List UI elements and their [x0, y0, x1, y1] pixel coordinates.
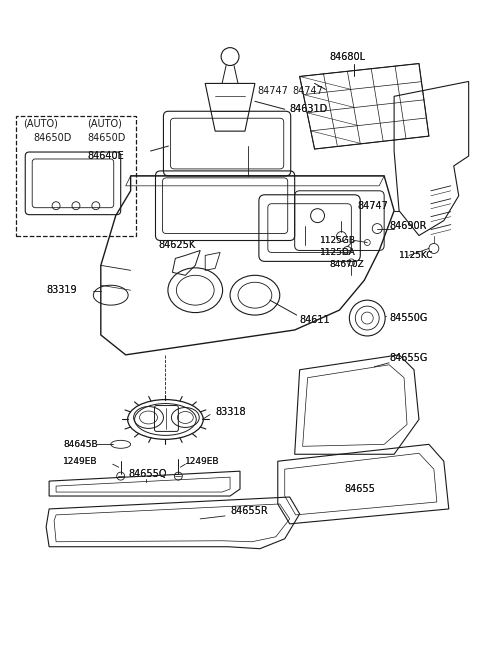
Text: 83318: 83318	[215, 407, 246, 417]
Text: 1249EB: 1249EB	[185, 457, 220, 466]
Text: 1125GB: 1125GB	[320, 236, 356, 245]
Text: 84631D: 84631D	[290, 104, 328, 114]
Text: 84680L: 84680L	[329, 52, 366, 62]
Text: 84655G: 84655G	[389, 353, 428, 363]
Text: 84655R: 84655R	[230, 506, 268, 516]
Text: 84690R: 84690R	[389, 221, 427, 231]
Text: (AUTO): (AUTO)	[87, 118, 122, 128]
Text: 84640E: 84640E	[87, 151, 124, 161]
Text: 1249EB: 1249EB	[63, 457, 97, 466]
Text: 84645B: 84645B	[63, 440, 97, 449]
Text: 84611: 84611	[300, 315, 330, 325]
Text: 84650D: 84650D	[87, 133, 125, 143]
Text: 84650D: 84650D	[33, 133, 72, 143]
Text: 1125DA: 1125DA	[320, 248, 355, 257]
Text: 83318: 83318	[215, 407, 246, 417]
Text: 1125KC: 1125KC	[399, 251, 433, 260]
Bar	[16, 116, 136, 236]
Text: 83319: 83319	[46, 285, 77, 295]
Text: 84655Q: 84655Q	[129, 469, 167, 479]
Text: 1125GB: 1125GB	[320, 236, 356, 245]
Text: 84611: 84611	[300, 315, 330, 325]
Text: 84747: 84747	[357, 200, 388, 211]
Text: 84670Z: 84670Z	[329, 260, 364, 269]
Text: 84640E: 84640E	[87, 151, 124, 161]
Text: 84670Z: 84670Z	[329, 260, 364, 269]
Text: 84631D: 84631D	[290, 104, 328, 114]
Text: 84645B: 84645B	[63, 440, 97, 449]
Text: 84655R: 84655R	[230, 506, 268, 516]
Text: 1125KC: 1125KC	[399, 251, 433, 260]
Text: 84747: 84747	[357, 200, 388, 211]
Text: 84655: 84655	[344, 484, 375, 494]
Text: 84690R: 84690R	[389, 221, 427, 231]
Text: 84680L: 84680L	[329, 52, 366, 62]
Text: (AUTO): (AUTO)	[23, 118, 58, 128]
Text: 84550G: 84550G	[389, 313, 428, 323]
Text: 84747: 84747	[257, 86, 288, 96]
Text: 84625K: 84625K	[158, 240, 196, 250]
Text: 84747: 84747	[293, 86, 324, 96]
Text: 84550G: 84550G	[389, 313, 428, 323]
Text: 84655G: 84655G	[389, 353, 428, 363]
Text: 84655Q: 84655Q	[129, 469, 167, 479]
Text: 1125DA: 1125DA	[320, 248, 355, 257]
Text: 1249EB: 1249EB	[63, 457, 97, 466]
Text: 84625K: 84625K	[158, 240, 196, 250]
Text: 1249EB: 1249EB	[185, 457, 220, 466]
Text: 83319: 83319	[46, 285, 77, 295]
Text: 84655: 84655	[344, 484, 375, 494]
